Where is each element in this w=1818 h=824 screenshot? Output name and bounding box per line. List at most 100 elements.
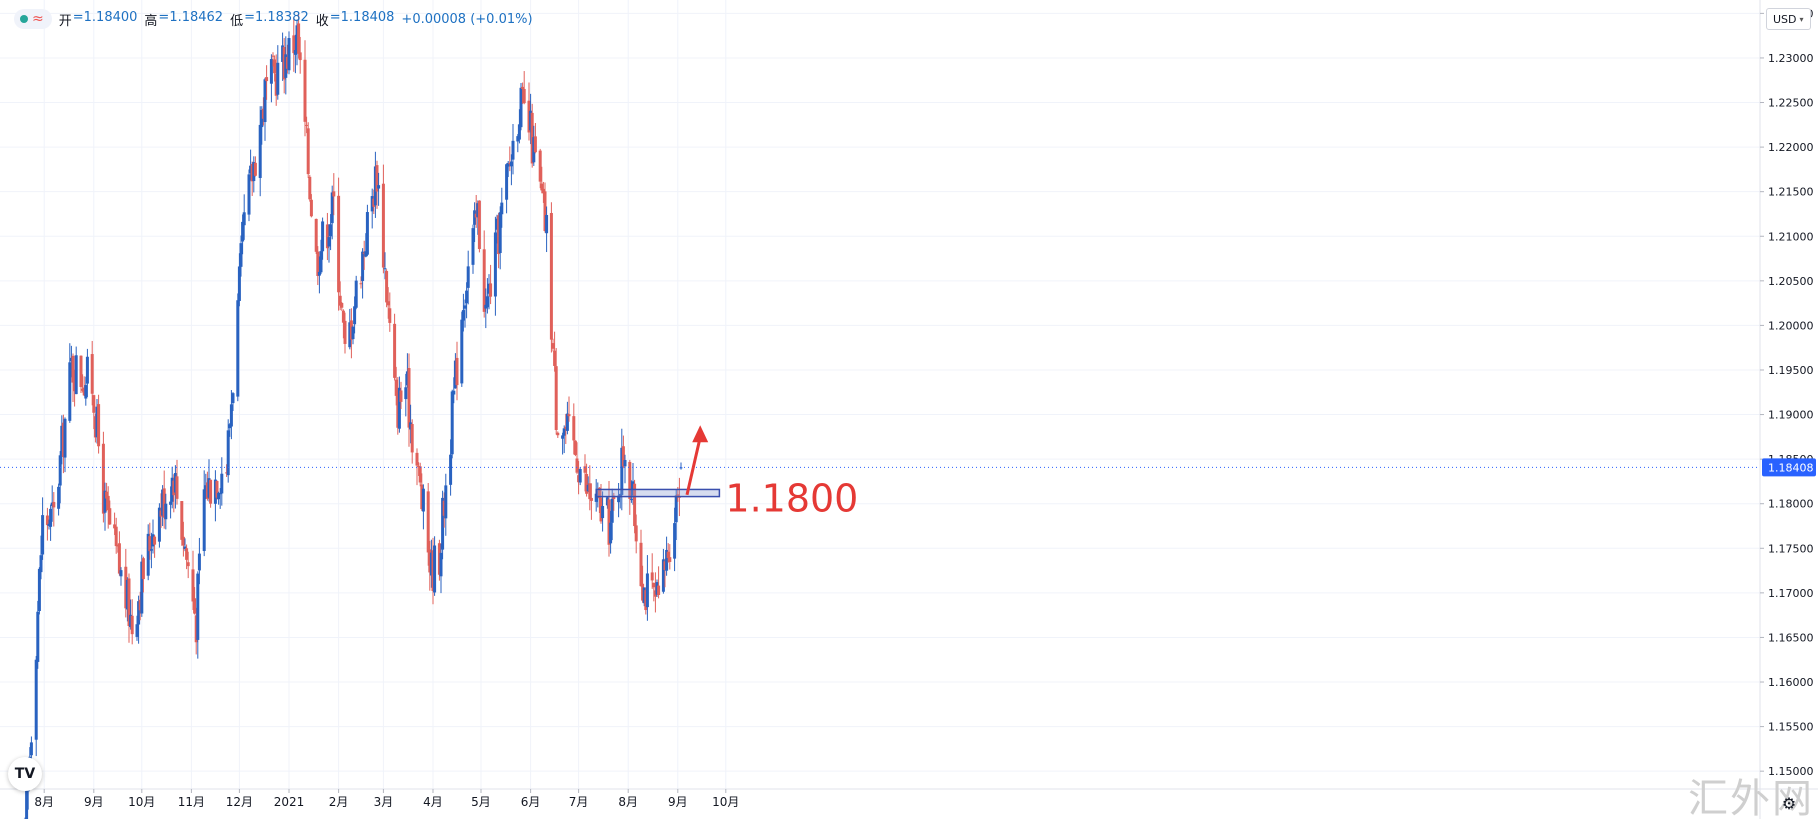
candle-body[interactable] <box>444 485 447 518</box>
candle-body[interactable] <box>329 224 332 236</box>
candle-body[interactable] <box>486 296 489 307</box>
candle-body[interactable] <box>416 453 419 466</box>
candle-body[interactable] <box>254 163 257 176</box>
candle-body[interactable] <box>668 557 671 562</box>
candle-body[interactable] <box>494 232 497 296</box>
candle-body[interactable] <box>97 404 100 446</box>
candle-body[interactable] <box>115 527 118 546</box>
candle-body[interactable] <box>411 424 414 452</box>
candle-body[interactable] <box>451 391 454 454</box>
candle-body[interactable] <box>342 311 345 323</box>
candle-body[interactable] <box>344 321 347 344</box>
candle-body[interactable] <box>433 546 436 593</box>
candle-body[interactable] <box>193 598 196 613</box>
candle-body[interactable] <box>355 281 358 308</box>
candle-body[interactable] <box>180 501 183 540</box>
candle-body[interactable] <box>550 213 553 340</box>
candle-body[interactable] <box>36 612 39 662</box>
candle-body[interactable] <box>449 455 452 485</box>
candle-body[interactable] <box>299 52 302 60</box>
candle-body[interactable] <box>243 212 246 225</box>
candle-body[interactable] <box>107 496 110 510</box>
candle-body[interactable] <box>176 476 179 499</box>
candle-body[interactable] <box>49 509 52 527</box>
candle-body[interactable] <box>510 162 513 167</box>
candle-body[interactable] <box>59 455 62 485</box>
candle-body[interactable] <box>185 548 188 560</box>
candle-body[interactable] <box>187 562 190 566</box>
candle-body[interactable] <box>422 489 425 512</box>
candle-body[interactable] <box>427 491 430 552</box>
candle-body[interactable] <box>646 573 649 607</box>
candle-body[interactable] <box>331 192 334 223</box>
candle-body[interactable] <box>667 552 670 558</box>
candle-body[interactable] <box>360 283 363 284</box>
candle-body[interactable] <box>499 212 502 253</box>
candle-body[interactable] <box>393 324 396 378</box>
candle-body[interactable] <box>574 441 577 455</box>
candle-body[interactable] <box>182 537 185 546</box>
candle-body[interactable] <box>52 502 55 507</box>
candle-body[interactable] <box>164 504 167 520</box>
candle-body[interactable] <box>384 268 387 269</box>
candle-body[interactable] <box>196 574 199 640</box>
candle-body[interactable] <box>305 125 308 126</box>
candle-body[interactable] <box>568 414 571 416</box>
candle-body[interactable] <box>452 391 455 395</box>
candle-body[interactable] <box>552 343 555 349</box>
candle-body[interactable] <box>352 327 355 339</box>
candle-body[interactable] <box>209 480 212 504</box>
candle-body[interactable] <box>464 305 467 308</box>
candle-body[interactable] <box>419 466 422 482</box>
candle-body[interactable] <box>108 508 111 524</box>
candle-body[interactable] <box>340 303 343 308</box>
candle-body[interactable] <box>142 558 145 579</box>
candle-body[interactable] <box>118 543 121 573</box>
candle-body[interactable] <box>310 200 313 217</box>
candle-body[interactable] <box>227 430 230 475</box>
tradingview-logo[interactable]: TV <box>8 757 42 791</box>
candle-body[interactable] <box>385 271 388 302</box>
candle-body[interactable] <box>579 469 582 482</box>
candle-body[interactable] <box>553 351 556 366</box>
candle-body[interactable] <box>332 191 335 196</box>
candle-body[interactable] <box>473 210 476 224</box>
candle-body[interactable] <box>521 87 524 89</box>
candle-body[interactable] <box>75 355 78 394</box>
candle-body[interactable] <box>456 358 459 385</box>
candle-body[interactable] <box>555 366 558 430</box>
candle-body[interactable] <box>462 310 465 320</box>
candle-body[interactable] <box>120 570 123 576</box>
candle-body[interactable] <box>148 536 151 551</box>
candle-body[interactable] <box>609 523 612 544</box>
candle-body[interactable] <box>304 60 307 122</box>
candle-body[interactable] <box>38 569 41 611</box>
candle-body[interactable] <box>248 174 251 214</box>
candle-body[interactable] <box>652 583 655 587</box>
candle-body[interactable] <box>25 789 28 819</box>
candle-body[interactable] <box>472 228 475 265</box>
candle-body[interactable] <box>388 308 391 323</box>
candle-body[interactable] <box>673 523 676 559</box>
candle-body[interactable] <box>40 555 43 572</box>
candle-body[interactable] <box>92 395 95 413</box>
candle-body[interactable] <box>131 616 134 634</box>
candle-body[interactable] <box>400 390 403 401</box>
candle-body[interactable] <box>680 467 683 468</box>
candle-body[interactable] <box>80 356 83 387</box>
candle-body[interactable] <box>315 219 318 252</box>
candle-body[interactable] <box>478 201 481 249</box>
candle-body[interactable] <box>382 184 385 268</box>
candle-body[interactable] <box>387 301 390 305</box>
candle-body[interactable] <box>630 499 633 500</box>
candle-body[interactable] <box>640 543 643 586</box>
candle-body[interactable] <box>590 498 593 501</box>
candle-body[interactable] <box>57 487 60 509</box>
candle-body[interactable] <box>657 586 660 595</box>
candle-body[interactable] <box>563 428 566 435</box>
candle-body[interactable] <box>84 385 87 398</box>
candle-body[interactable] <box>198 554 201 571</box>
symbol-status-chip[interactable]: ≈ <box>14 9 52 29</box>
candle-body[interactable] <box>240 243 243 267</box>
